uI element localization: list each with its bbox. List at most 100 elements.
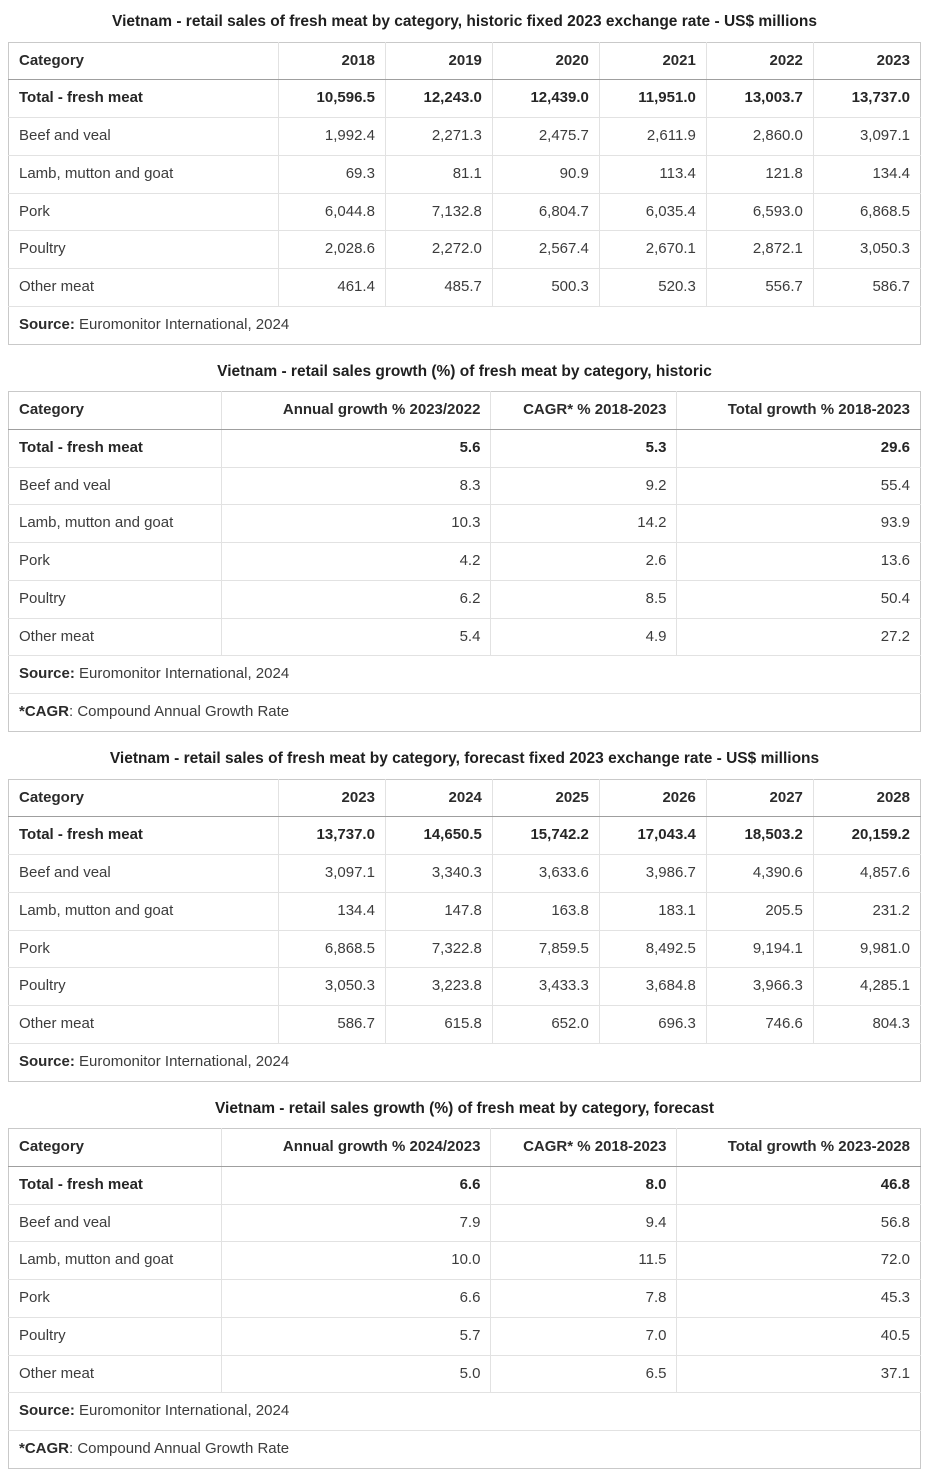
cagr-footnote: *CAGR: Compound Annual Growth Rate	[8, 693, 921, 732]
table-section-forecast-sales: Vietnam - retail sales of fresh meat by …	[8, 750, 921, 1082]
table-row: Total - fresh meat 10,596.5 12,243.0 12,439…	[9, 79, 921, 118]
cell-value: 7.8	[490, 1279, 677, 1318]
table-row: Pork 4.2 2.6 13.6	[8, 542, 921, 581]
cell-value: 3,986.7	[598, 854, 707, 893]
table-row: Poultry 6.2 8.5 50.4	[8, 579, 921, 619]
cell-value: 7,859.5	[491, 929, 600, 968]
row-label: Poultry	[8, 1316, 222, 1356]
table-row: Poultry 5.7 7.0 40.5	[8, 1316, 921, 1356]
cell-value: 2,872.1	[705, 230, 814, 269]
cell-value: 6,035.4	[598, 192, 707, 231]
table-title: Vietnam - retail sales growth (%) of fre…	[214, 1099, 715, 1117]
data-table: Category Annual growth % 2023/2022 CAGR* %…	[8, 391, 921, 732]
cell-value: 17,043.4	[598, 816, 707, 855]
cagr-footnote-text: : Compound Annual Growth Rate	[69, 703, 290, 721]
row-label: Beef and veal	[8, 117, 279, 156]
cell-value: 46.8	[676, 1166, 921, 1205]
header-row: Category 2018 2019 2020 2021 2022 2023	[8, 42, 921, 81]
cell-value: 7.0	[490, 1316, 677, 1356]
table-title: Vietnam - retail sales of fresh meat by …	[112, 13, 817, 30]
table-title: Vietnam - retail sales of fresh meat by …	[109, 749, 820, 767]
table-row: Lamb, mutton and goat 10.3 14.2 93.9	[8, 504, 921, 543]
source-label: Source:	[19, 1402, 75, 1420]
table-section-historic-sales: Vietnam - retail sales of fresh meat by …	[8, 13, 921, 345]
cell-value: 13,737.0	[277, 816, 386, 855]
cell-value: 231.2	[812, 891, 921, 931]
cell-value: 586.7	[812, 268, 921, 307]
table-row: Lamb, mutton and goat 69.3 81.1 90.9 113.4 12…	[8, 154, 921, 194]
cell-value: 4,285.1	[812, 967, 921, 1006]
table-row: Total - fresh meat 13,737.0 14,650.5 15,742…	[9, 816, 921, 855]
data-table: Category 2023 2024 2025 2026 2027 2028 Total - …	[8, 778, 921, 1082]
cell-value: 3,050.3	[277, 967, 386, 1006]
cagr-footnote-cell: *CAGR: Compound Annual Growth Rate	[8, 1430, 921, 1469]
column-header: 2028	[812, 779, 921, 818]
cell-value: 8.0	[490, 1166, 677, 1205]
cell-value: 3,633.6	[491, 854, 600, 893]
cell-value: 11,951.0	[598, 79, 707, 118]
row-label: Poultry	[8, 579, 222, 619]
cell-value: 2,272.0	[384, 230, 493, 269]
cell-value: 9.4	[490, 1203, 677, 1242]
cell-value: 4,390.6	[705, 854, 814, 893]
cell-value: 5.7	[221, 1316, 491, 1356]
cell-value: 15,742.2	[491, 816, 600, 855]
column-header: 2025	[491, 779, 600, 818]
source-label: Source:	[19, 1052, 75, 1070]
source-text: Euromonitor International, 2024	[79, 1052, 290, 1070]
cell-value: 586.7	[277, 1005, 386, 1044]
source-label: Source:	[19, 315, 75, 333]
table-title: Vietnam - retail sales growth (%) of fre…	[217, 362, 712, 380]
table-row: Other meat 586.7 615.8 652.0 696.3 746.6 804.3	[8, 1005, 921, 1044]
cell-value: 50.4	[676, 579, 921, 619]
row-label: Other meat	[8, 617, 222, 656]
cell-value: 11.5	[490, 1241, 677, 1280]
cell-value: 6.5	[490, 1354, 677, 1393]
source-label: Source:	[19, 665, 75, 683]
cell-value: 2,860.0	[705, 117, 814, 156]
source-note: Source: Euromonitor International, 2024	[8, 655, 921, 694]
cell-value: 72.0	[676, 1241, 921, 1280]
cell-value: 69.3	[277, 154, 386, 194]
cell-value: 13,737.0	[812, 79, 921, 118]
cell-value: 12,243.0	[384, 79, 493, 118]
column-header: 2020	[491, 42, 600, 81]
cell-value: 746.6	[705, 1005, 814, 1044]
row-label: Lamb, mutton and goat	[8, 154, 279, 194]
cell-value: 6.6	[221, 1166, 491, 1205]
column-header: 2018	[277, 42, 386, 81]
cell-value: 6,868.5	[812, 192, 921, 231]
cell-value: 3,097.1	[277, 854, 386, 893]
column-header: 2023	[812, 42, 921, 81]
cell-value: 2,028.6	[277, 230, 386, 269]
cell-value: 8.3	[221, 466, 491, 505]
cell-value: 3,433.3	[491, 967, 600, 1006]
row-label: Beef and veal	[8, 1203, 222, 1242]
cell-value: 13.6	[676, 542, 921, 581]
data-table: Category 2018 2019 2020 2021 2022 2023 Total - …	[8, 41, 921, 345]
cell-value: 4.2	[221, 542, 491, 581]
cell-value: 5.3	[490, 429, 677, 468]
cell-value: 7,132.8	[384, 192, 493, 231]
column-header: Total growth % 2018-2023	[676, 391, 921, 430]
column-header: CAGR* % 2018-2023	[490, 1128, 677, 1167]
cell-value: 3,684.8	[598, 967, 707, 1006]
cell-value: 29.6	[676, 429, 921, 468]
cell-value: 6.2	[221, 579, 491, 619]
row-label: Beef and veal	[8, 854, 279, 893]
cell-value: 27.2	[676, 617, 921, 656]
table-row: Beef and veal 7.9 9.4 56.8	[8, 1203, 921, 1242]
cell-value: 37.1	[676, 1354, 921, 1393]
cagr-footnote: *CAGR: Compound Annual Growth Rate	[8, 1430, 921, 1469]
cell-value: 45.3	[676, 1279, 921, 1318]
cell-value: 5.6	[221, 429, 491, 468]
header-row: Category Annual growth % 2024/2023 CAGR* %…	[8, 1128, 921, 1167]
cell-value: 485.7	[384, 268, 493, 307]
cell-value: 8.5	[490, 579, 677, 619]
row-label: Total - fresh meat	[19, 438, 143, 456]
row-label: Lamb, mutton and goat	[8, 1241, 222, 1280]
row-label: Other meat	[8, 1354, 222, 1393]
row-label: Lamb, mutton and goat	[8, 504, 222, 543]
table-row: Total - fresh meat 5.6 5.3 29.6	[9, 429, 921, 468]
